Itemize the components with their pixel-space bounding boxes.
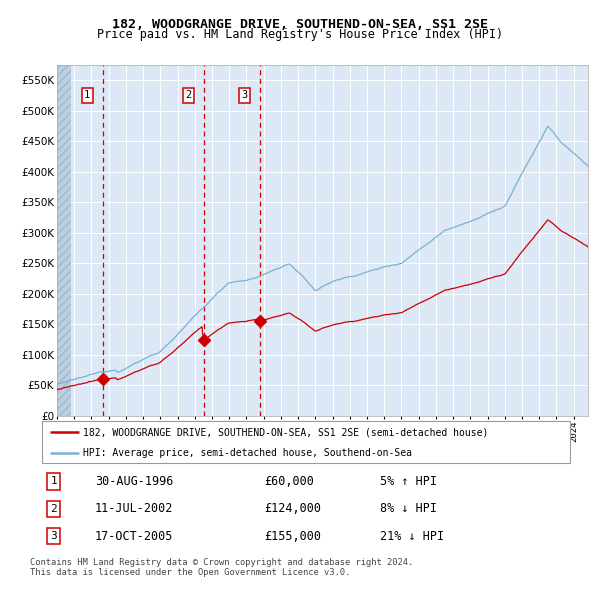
Text: 11-JUL-2002: 11-JUL-2002	[95, 502, 173, 516]
Text: 1: 1	[50, 477, 57, 487]
Text: 1: 1	[84, 90, 91, 100]
Text: HPI: Average price, semi-detached house, Southend-on-Sea: HPI: Average price, semi-detached house,…	[83, 448, 412, 457]
Text: 17-OCT-2005: 17-OCT-2005	[95, 530, 173, 543]
Text: 30-AUG-1996: 30-AUG-1996	[95, 475, 173, 488]
Text: Price paid vs. HM Land Registry's House Price Index (HPI): Price paid vs. HM Land Registry's House …	[97, 28, 503, 41]
Text: 3: 3	[241, 90, 248, 100]
Text: £60,000: £60,000	[264, 475, 314, 488]
Text: 2: 2	[185, 90, 191, 100]
Text: 182, WOODGRANGE DRIVE, SOUTHEND-ON-SEA, SS1 2SE: 182, WOODGRANGE DRIVE, SOUTHEND-ON-SEA, …	[112, 18, 488, 31]
Text: £124,000: £124,000	[264, 502, 321, 516]
Bar	[57, 65, 71, 416]
Text: Contains HM Land Registry data © Crown copyright and database right 2024.
This d: Contains HM Land Registry data © Crown c…	[30, 558, 413, 577]
FancyBboxPatch shape	[42, 421, 570, 463]
Text: 21% ↓ HPI: 21% ↓ HPI	[380, 530, 444, 543]
Text: £155,000: £155,000	[264, 530, 321, 543]
Text: 2: 2	[50, 504, 57, 514]
Text: 8% ↓ HPI: 8% ↓ HPI	[380, 502, 437, 516]
Text: 3: 3	[50, 531, 57, 541]
Text: 182, WOODGRANGE DRIVE, SOUTHEND-ON-SEA, SS1 2SE (semi-detached house): 182, WOODGRANGE DRIVE, SOUTHEND-ON-SEA, …	[83, 427, 488, 437]
Text: 5% ↑ HPI: 5% ↑ HPI	[380, 475, 437, 488]
